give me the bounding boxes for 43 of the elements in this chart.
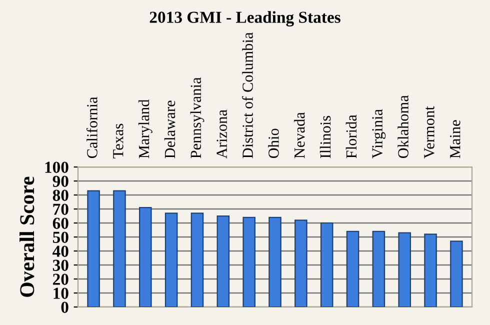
bar: [216, 215, 230, 307]
x-tick-label: District of Columbia: [242, 32, 253, 158]
x-tick-label: Illinois: [320, 116, 331, 158]
bar: [424, 234, 437, 307]
bar: [242, 216, 256, 307]
x-tick-label: Virginia: [372, 109, 386, 158]
y-axis-title: Overall Score: [20, 176, 34, 297]
x-tick-label: California: [86, 96, 98, 158]
x-tick-label: Maryland: [138, 99, 152, 158]
x-tick-label: Arizona: [216, 110, 227, 159]
bar: [139, 207, 152, 307]
bar: [164, 212, 178, 307]
y-tick-label: 10: [54, 288, 68, 299]
y-tick-label: 0: [61, 302, 68, 313]
y-tick-label: 100: [45, 162, 68, 173]
x-tick-label: Delaware: [164, 100, 176, 158]
bar: [320, 222, 334, 307]
y-tick-label: 30: [52, 260, 68, 271]
bar: [87, 190, 100, 307]
y-tick-label: 60: [52, 218, 68, 229]
bar: [113, 190, 126, 307]
bar: [190, 212, 204, 307]
x-tick-label: Vermont: [424, 106, 434, 158]
bar: [372, 230, 386, 307]
chart-title: 2013 GMI - Leading States: [150, 11, 340, 26]
x-tick-label: Ohio: [268, 128, 279, 158]
y-tick-label: 40: [52, 246, 68, 257]
y-tick-label: 80: [52, 190, 68, 201]
x-tick-label: Texas: [113, 124, 124, 158]
bar: [450, 240, 463, 307]
y-tick-label: 70: [53, 204, 68, 215]
bar: [268, 216, 282, 307]
x-tick-label: Florida: [346, 114, 357, 158]
bar: [398, 232, 411, 307]
bar: [294, 220, 308, 307]
x-tick-label: Oklahoma: [398, 95, 408, 158]
y-tick-label: 20: [53, 274, 68, 285]
x-tick-label: Maine: [450, 120, 460, 158]
x-tick-label: Nevada: [294, 112, 305, 158]
y-tick-label: 50: [52, 232, 68, 243]
bar: [346, 230, 360, 307]
x-tick-label: Pennsylvania: [190, 77, 204, 158]
y-tick-label: 90: [52, 176, 68, 187]
